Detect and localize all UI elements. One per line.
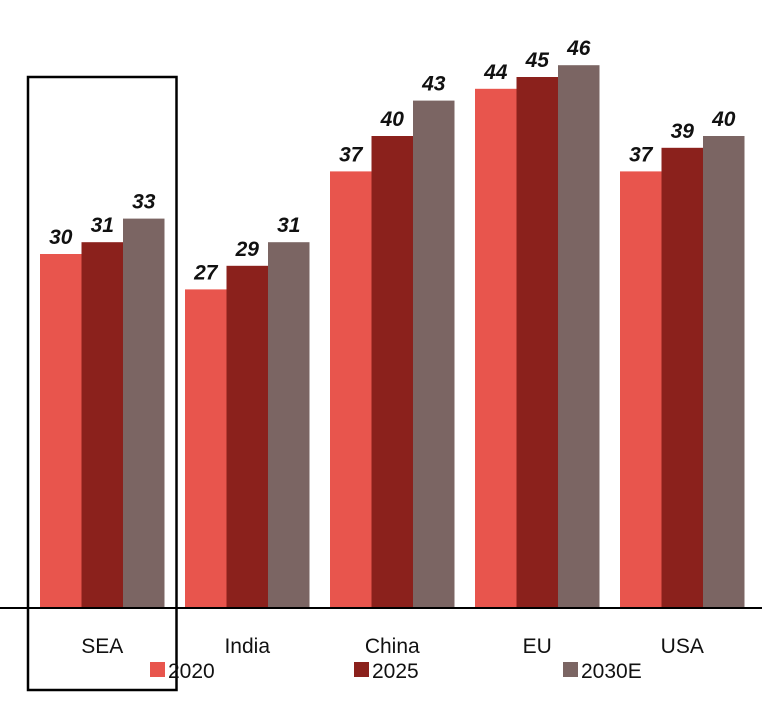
- x-tick-label-sea: SEA: [81, 635, 123, 658]
- x-tick-label-eu: EU: [523, 635, 552, 658]
- x-tick-labels-group: SEA India China EU USA: [81, 635, 704, 658]
- data-label-india-2020: 27: [193, 261, 219, 284]
- legend-label-2020: 2020: [168, 660, 215, 683]
- highlight-box: [26, 75, 178, 692]
- x-tick-label-usa: USA: [661, 635, 704, 658]
- bar-sea-2020: [40, 254, 82, 608]
- legend-swatch-2030e: [563, 662, 578, 677]
- bar-eu-2020: [475, 88, 517, 609]
- data-label-china-2030e: 43: [421, 73, 446, 96]
- bar-india-2030e: [268, 242, 310, 608]
- legend-swatch-2020: [150, 662, 165, 677]
- bar-usa-2020: [620, 171, 662, 608]
- data-label-eu-2030e: 46: [566, 37, 591, 60]
- bar-eu-2030e: [558, 65, 600, 608]
- data-label-india-2025: 29: [235, 238, 260, 261]
- data-label-sea-2025: 31: [91, 214, 114, 237]
- data-label-usa-2030e: 40: [711, 108, 736, 131]
- x-tick-label-china: China: [365, 635, 420, 658]
- data-label-china-2025: 40: [380, 108, 405, 131]
- bars-group: [40, 65, 745, 609]
- data-label-eu-2025: 45: [525, 49, 550, 72]
- bar-sea-2030e: [123, 218, 165, 608]
- data-label-china-2020: 37: [339, 143, 364, 166]
- data-label-usa-2025: 39: [671, 120, 695, 143]
- legend-label-2025: 2025: [372, 660, 419, 683]
- bar-china-2020: [330, 171, 372, 608]
- legend-swatch-2025: [354, 662, 369, 677]
- data-label-eu-2020: 44: [483, 61, 508, 84]
- data-labels-group: 30 31 33 27 29 31 37 40 43 44 45 46 37 39 40: [49, 37, 736, 284]
- bar-china-2030e: [413, 100, 455, 608]
- bar-usa-2025: [661, 147, 703, 609]
- bar-usa-2030e: [703, 136, 745, 608]
- legend-label-2030e: 2030E: [581, 660, 642, 683]
- data-label-usa-2020: 37: [629, 143, 654, 166]
- data-label-india-2030e: 31: [277, 214, 300, 237]
- data-label-sea-2030e: 33: [132, 191, 156, 214]
- bar-eu-2025: [516, 77, 558, 608]
- legend: 2020 2025 2030E: [150, 660, 642, 683]
- bar-china-2025: [371, 136, 413, 608]
- bar-india-2025: [226, 265, 268, 608]
- bar-sea-2025: [81, 242, 123, 608]
- x-tick-label-india: India: [224, 635, 270, 658]
- bar-india-2020: [185, 289, 227, 608]
- data-label-sea-2020: 30: [49, 226, 73, 249]
